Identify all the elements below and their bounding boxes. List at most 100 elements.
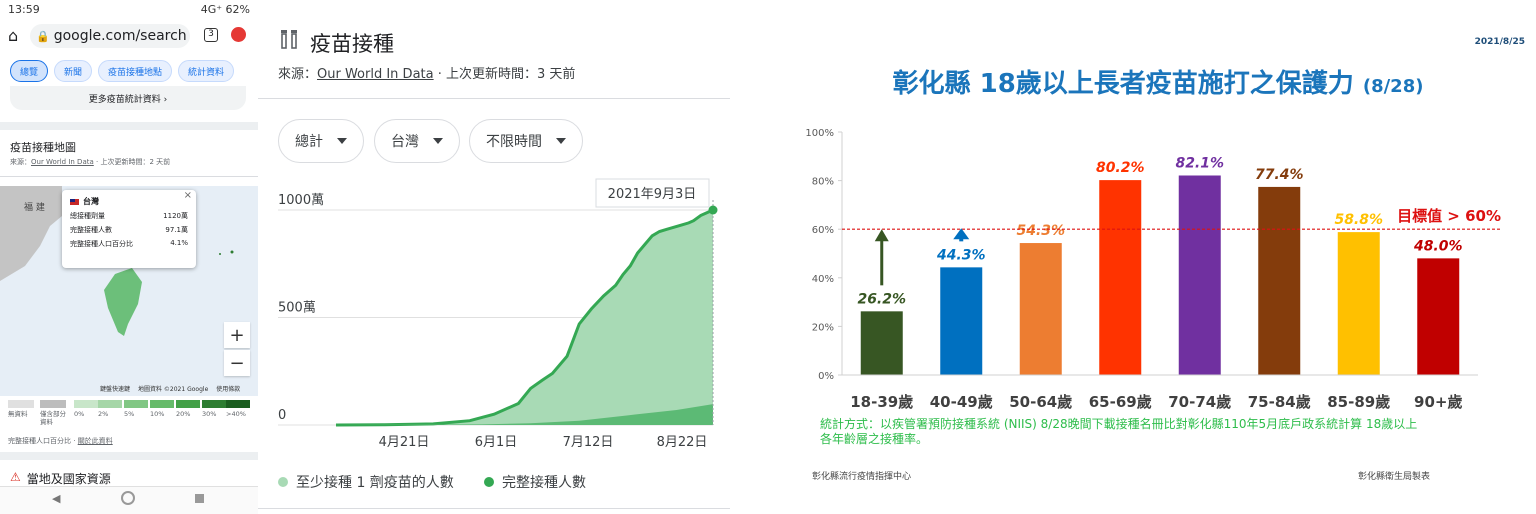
next-section: ⚠ 當地及國家資源	[10, 470, 111, 487]
legend-caption: 完整接種人口百分比 · 關於此資料	[8, 436, 113, 446]
method-note-line: 各年齡層之接種率。	[820, 431, 928, 446]
bar	[1178, 175, 1221, 375]
x-tick-label: 40-49歲	[930, 393, 993, 411]
footer-right: 彰化縣衛生局製表	[1358, 470, 1430, 482]
about-data-link[interactable]: 關於此資料	[77, 437, 113, 445]
bar	[940, 267, 983, 375]
zoom-in-button[interactable]: +	[224, 322, 250, 348]
series-line-first-dose	[335, 208, 714, 427]
legend-range-label: 0%	[74, 410, 85, 418]
island-dot	[219, 253, 221, 255]
back-icon[interactable]: ◀	[52, 492, 61, 505]
popup-value: 97.1萬	[165, 226, 188, 234]
popup-row: 完整接種人數 97.1萬	[70, 225, 188, 235]
x-tick-label: 85-89歲	[1327, 393, 1390, 411]
tab-count-button[interactable]: 3	[204, 28, 218, 42]
taiwan-shape	[104, 268, 142, 336]
taiwan-flag-icon	[70, 198, 79, 205]
island-dot	[230, 250, 234, 254]
search-chip-row: 總覽 新聞 疫苗接種地點 統計資料	[10, 60, 235, 82]
legend-swatch	[176, 400, 200, 408]
url-text: google.com/search	[53, 28, 187, 44]
url-field[interactable]: 🔒 google.com/search	[30, 24, 190, 48]
up-arrow-icon	[953, 228, 970, 240]
map-attrib-shortcuts[interactable]: 鍵盤快速鍵	[100, 386, 131, 393]
next-section-title[interactable]: 當地及國家資源	[26, 472, 111, 486]
legend-swatch	[124, 400, 148, 408]
recents-icon[interactable]	[195, 494, 204, 503]
legend-swatch	[8, 400, 34, 408]
syringe-icon	[281, 30, 297, 49]
source-suffix: · 上次更新時間：3 天前	[433, 67, 576, 82]
chevron-down-icon	[337, 138, 347, 144]
y-tick-label: 500萬	[278, 301, 316, 316]
bar	[1258, 186, 1301, 375]
date-tooltip	[595, 178, 710, 208]
popup-title: 台灣	[83, 197, 99, 206]
divider	[0, 452, 258, 460]
x-tick-label: 90+歲	[1414, 393, 1462, 411]
map-attrib-terms[interactable]: 使用條款	[216, 386, 241, 393]
bar-value-label: 54.3%	[1016, 223, 1065, 239]
date-tooltip-text: 2021年9月3日	[608, 187, 697, 202]
legend-range-label: 30%	[202, 410, 217, 418]
y-tick-label: 1000萬	[278, 193, 324, 208]
legend-dot	[484, 477, 494, 487]
legend-label: 完整接種人數	[502, 475, 586, 491]
map-source: 來源：Our World In Data · 上次更新時間：2 天前	[10, 157, 170, 167]
bar-value-label: 82.1%	[1175, 155, 1224, 171]
date-stamp: 2021/8/25	[1475, 37, 1525, 47]
hover-point[interactable]	[708, 205, 718, 215]
bar-value-label: 48.0%	[1413, 238, 1463, 254]
y-tick-label: 60%	[812, 225, 834, 236]
map-source-link[interactable]: Our World In Data	[31, 158, 94, 166]
adblock-icon[interactable]	[231, 27, 246, 42]
home-icon[interactable]: ⌂	[8, 26, 19, 45]
y-tick-label: 0	[278, 408, 286, 423]
series-area-fully-vaccinated	[336, 404, 713, 425]
chip-vaccine-sites[interactable]: 疫苗接種地點	[98, 60, 173, 82]
legend-label: 至少接種 1 劑疫苗的人數	[296, 475, 454, 491]
legend-item: 完整接種人數	[484, 472, 586, 492]
divider	[258, 98, 730, 99]
bar-chart: 2021/8/25 彰化縣 18歲以上長者疫苗施打之保護力 (8/28) 0% 20%…	[805, 37, 1525, 482]
x-tick-label: 4月21日	[379, 435, 430, 450]
bar-value-label: 44.3%	[936, 247, 986, 263]
chip-overview[interactable]: 總覽	[10, 60, 49, 82]
area-chart[interactable]: 0 500萬 1000萬 2021年9月3日 4月21日 6月1日 7月12日 8月22日	[258, 175, 730, 460]
time-dropdown[interactable]: 不限時間	[469, 119, 583, 163]
map-shapes	[0, 186, 234, 336]
chip-news[interactable]: 新聞	[54, 60, 93, 82]
phone-screenshot: 13:59 4G⁺ 62% ⌂ 🔒 google.com/search 3 總覽…	[0, 0, 258, 514]
warning-icon: ⚠	[10, 470, 21, 484]
y-tick-label: 100%	[805, 128, 834, 139]
x-tick-label: 75-84歲	[1248, 393, 1311, 411]
map-source-prefix: 來源：	[10, 158, 31, 166]
status-indicators: 4G⁺ 62%	[200, 2, 250, 16]
home-nav-icon[interactable]	[121, 491, 135, 505]
legend-item: 至少接種 1 劑疫苗的人數	[278, 472, 454, 492]
bar-value-label: 26.2%	[857, 291, 906, 307]
divider	[0, 176, 258, 177]
more-stats-button[interactable]: 更多疫苗統計資料 ›	[10, 86, 246, 110]
bar	[1337, 232, 1380, 375]
map-attribution: 鍵盤快速鍵 地圖資料 ©2021 Google 使用條款	[100, 384, 240, 393]
browser-url-bar: ⌂ 🔒 google.com/search 3	[0, 22, 258, 50]
card-title: 疫苗接種	[310, 32, 394, 56]
popup-close-icon[interactable]: ×	[183, 190, 192, 201]
legend-swatch	[98, 400, 122, 408]
lock-icon: 🔒	[36, 29, 50, 43]
bar-value-label: 58.8%	[1334, 212, 1383, 228]
zoom-out-button[interactable]: −	[224, 350, 250, 376]
legend-swatch	[74, 400, 98, 408]
method-note: 統計方式：以疾管署預防接種系統 (NIIS) 8/28晚間下載接種名冊比對彰化縣…	[820, 416, 1417, 446]
chip-statistics[interactable]: 統計資料	[178, 60, 235, 82]
vaccination-card: 疫苗接種 來源：Our World In Data · 上次更新時間：3 天前 …	[258, 0, 730, 514]
map-attrib-data: 地圖資料 ©2021 Google	[138, 386, 209, 393]
region-dropdown[interactable]: 台灣	[374, 119, 460, 163]
card-source: 來源：Our World In Data · 上次更新時間：3 天前	[278, 63, 575, 82]
source-link[interactable]: Our World In Data	[317, 67, 434, 82]
metric-dropdown[interactable]: 總計	[278, 119, 364, 163]
bar-value-label: 80.2%	[1096, 160, 1145, 176]
legend-range-label: 僅含部分資料	[40, 410, 66, 426]
